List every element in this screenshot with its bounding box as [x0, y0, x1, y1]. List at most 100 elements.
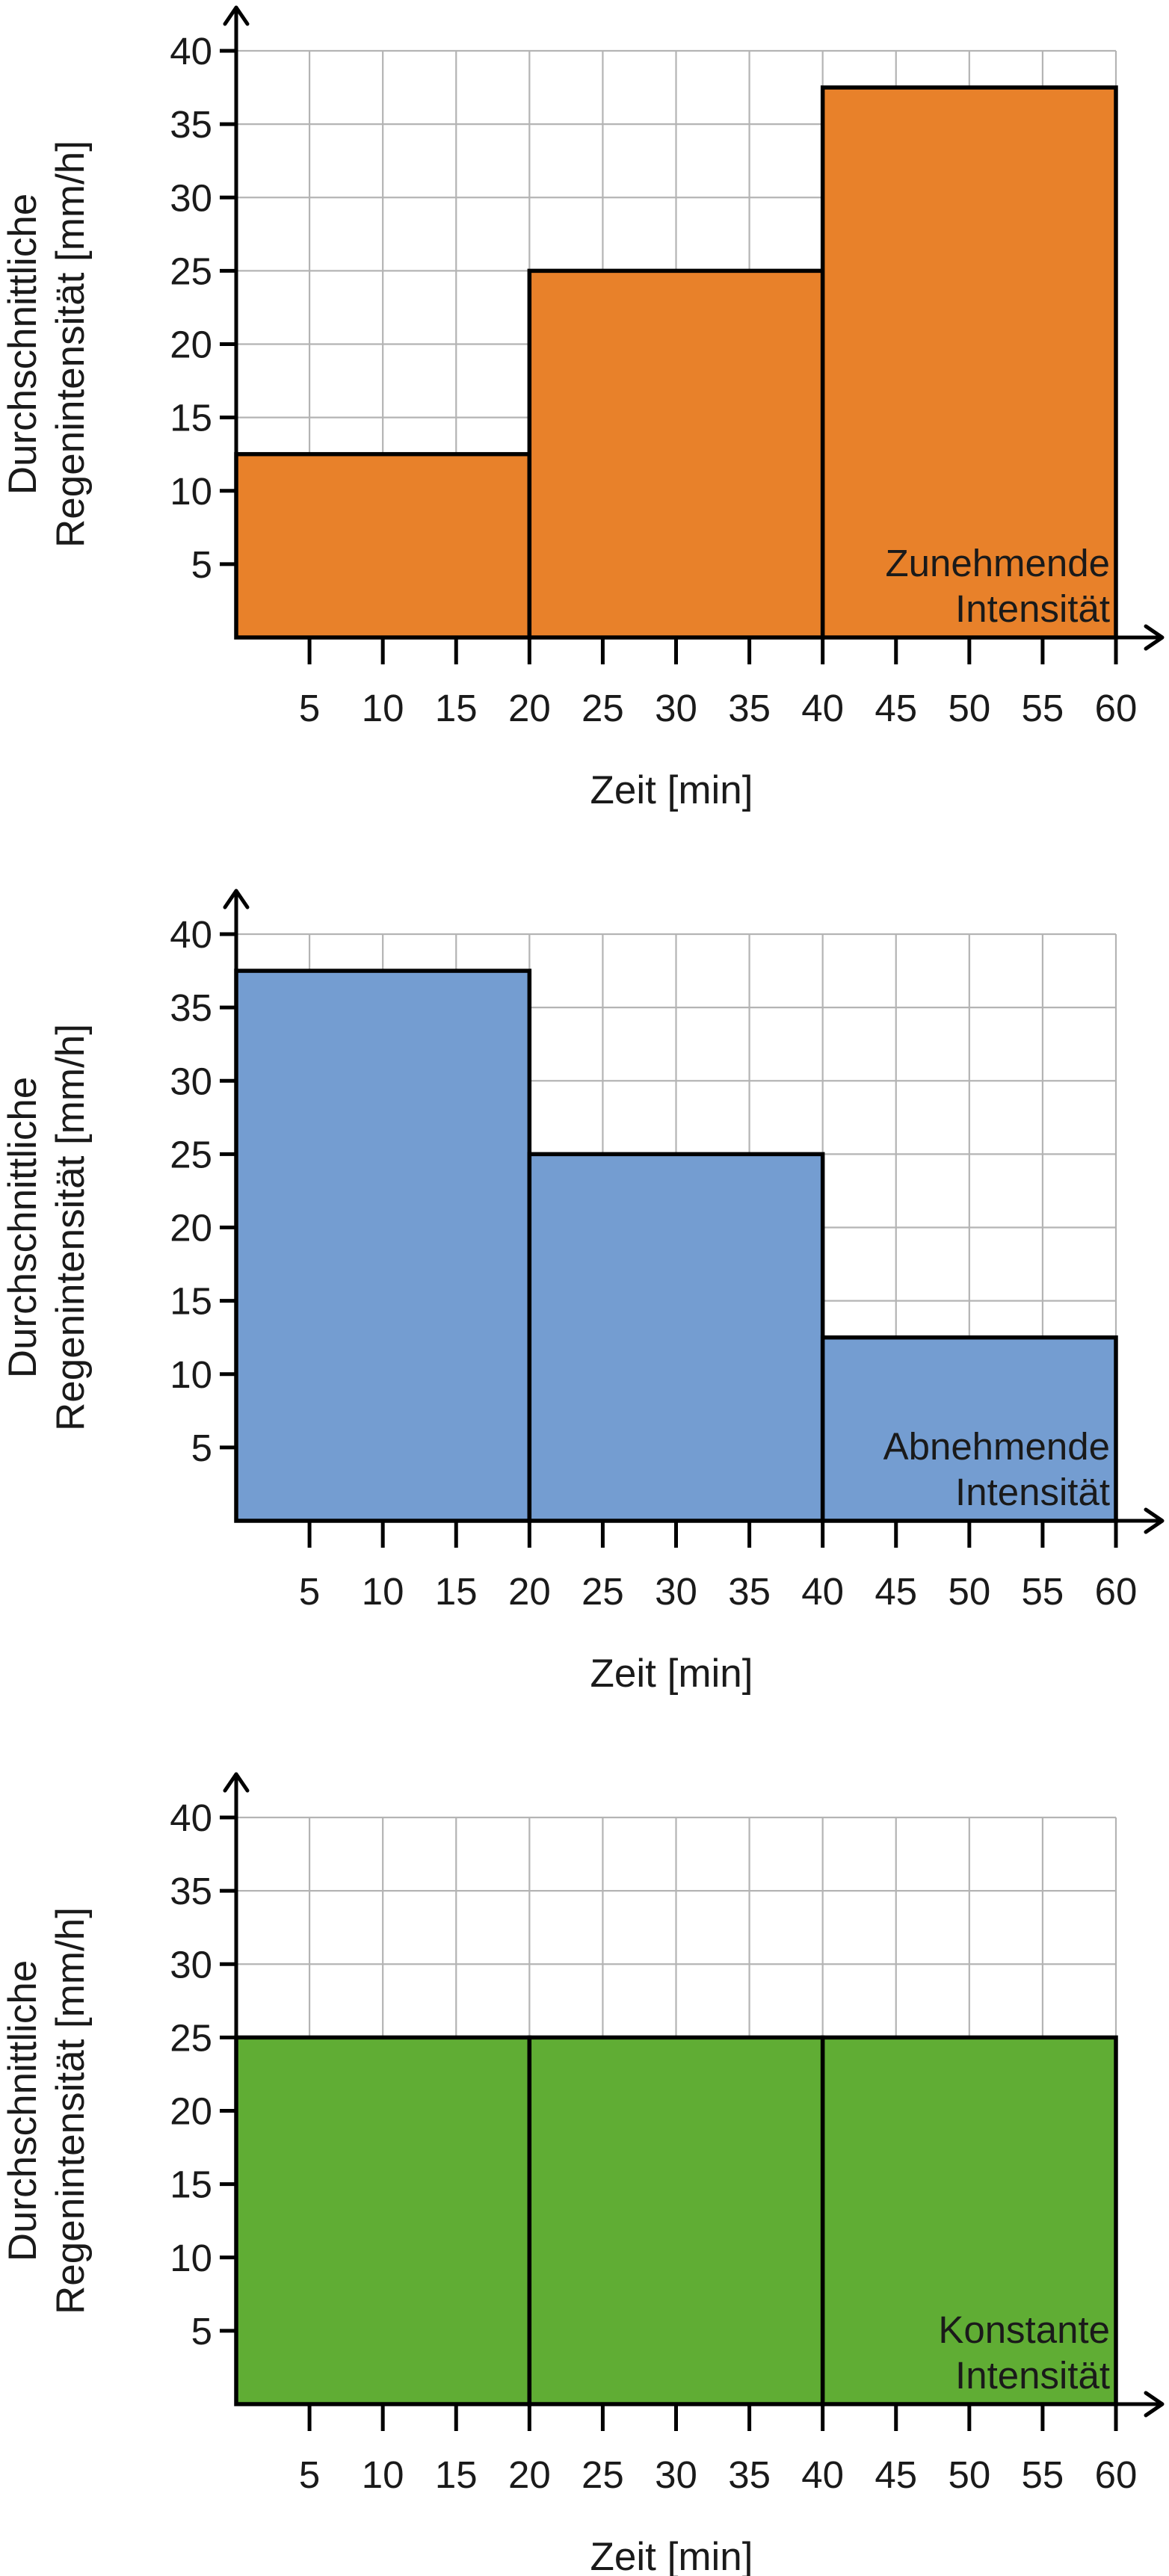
- y-axis-arrow: [223, 1772, 250, 1793]
- y-ticks: 5 10 15 20 25 30 35 40: [170, 913, 236, 1469]
- chart-decreasing-intensity: 5 10 15 20 25 30 35 40 5 10 15 20 25 30 35 40 45 50 55 60 Ze…: [1, 889, 1165, 1696]
- y-axis-label-line-1: Durchschnittliche: [1, 1077, 45, 1379]
- x-tick-label: 45: [875, 1570, 917, 1613]
- y-tick-label: 10: [170, 1353, 212, 1396]
- y-tick-label: 35: [170, 103, 212, 146]
- y-tick-label: 25: [170, 2016, 212, 2059]
- x-tick-label: 20: [508, 2453, 551, 2496]
- y-axis-label: Durchschnittliche Regenintensität [mm/h]: [1, 1024, 93, 1431]
- x-tick-label: 60: [1095, 2453, 1138, 2496]
- x-tick-label: 30: [655, 687, 697, 729]
- x-tick-label: 25: [582, 1570, 624, 1613]
- y-tick-label: 15: [170, 2163, 212, 2206]
- bars: [234, 969, 1118, 1523]
- y-tick-label: 40: [170, 913, 212, 956]
- x-axis-arrow: [1144, 624, 1165, 651]
- y-tick-label: 20: [170, 2090, 212, 2133]
- x-tick-label: 40: [801, 687, 844, 729]
- x-tick-label: 50: [948, 687, 990, 729]
- bars: [234, 2035, 1118, 2406]
- x-tick-label: 20: [508, 687, 551, 729]
- y-axis-label: Durchschnittliche Regenintensität [mm/h]: [1, 140, 93, 548]
- x-ticks: 5 10 15 20 25 30 35 40 45 50 55 60: [299, 1521, 1137, 1613]
- y-tick-label: 5: [191, 2310, 212, 2353]
- y-tick-label: 40: [170, 1797, 212, 1839]
- annotation-line-2: Intensität: [955, 587, 1110, 630]
- bar-0-20-min: [234, 969, 532, 1523]
- axes: [223, 889, 1165, 1534]
- annotation-line-2: Intensität: [955, 1471, 1110, 1513]
- y-tick-label: 30: [170, 1943, 212, 1986]
- bar-0-20-min: [234, 2035, 532, 2406]
- bar-40-60-min: [820, 85, 1118, 640]
- x-tick-label: 40: [801, 2453, 844, 2496]
- y-tick-label: 20: [170, 324, 212, 366]
- bar-0-20-min: [234, 451, 532, 640]
- y-tick-label: 35: [170, 1870, 212, 1912]
- x-tick-label: 35: [728, 2453, 771, 2496]
- x-tick-label: 50: [948, 1570, 990, 1613]
- y-axis-label-line-2: Regenintensität [mm/h]: [49, 140, 93, 548]
- x-tick-label: 5: [299, 687, 320, 729]
- x-tick-label: 5: [299, 2453, 320, 2496]
- x-axis-label: Zeit [min]: [590, 2535, 753, 2576]
- x-tick-label: 60: [1095, 1570, 1138, 1613]
- y-ticks: 5 10 15 20 25 30 35 40: [170, 1797, 236, 2353]
- x-axis-arrow: [1144, 1507, 1165, 1534]
- y-tick-label: 40: [170, 30, 212, 72]
- x-tick-label: 55: [1022, 687, 1064, 729]
- y-axis-arrow: [223, 5, 250, 26]
- y-tick-label: 10: [170, 2237, 212, 2279]
- bar-20-40-min: [527, 1152, 825, 1523]
- x-tick-label: 10: [362, 2453, 404, 2496]
- y-axis-label-line-1: Durchschnittliche: [1, 194, 45, 495]
- y-tick-label: 35: [170, 986, 212, 1029]
- x-ticks: 5 10 15 20 25 30 35 40 45 50 55 60: [299, 637, 1137, 729]
- x-tick-label: 45: [875, 2453, 917, 2496]
- y-tick-label: 5: [191, 1427, 212, 1469]
- y-tick-label: 15: [170, 1280, 212, 1323]
- bar-20-40-min: [527, 2035, 825, 2406]
- y-axis-label-line-2: Regenintensität [mm/h]: [49, 1024, 93, 1431]
- y-tick-label: 25: [170, 1133, 212, 1176]
- annotation-line-1: Konstante: [938, 2308, 1110, 2351]
- axes: [223, 5, 1165, 651]
- bars: [234, 85, 1118, 640]
- x-tick-label: 10: [362, 1570, 404, 1613]
- chart-increasing-intensity: 5 10 15 20 25 30 35 40 5 10 15 20 25 30 35 40 45 50 55 60 Ze…: [1, 5, 1165, 812]
- y-tick-label: 25: [170, 250, 212, 292]
- x-tick-label: 25: [582, 687, 624, 729]
- x-axis-label: Zeit [min]: [590, 768, 753, 812]
- x-tick-label: 50: [948, 2453, 990, 2496]
- y-tick-label: 20: [170, 1207, 212, 1250]
- y-tick-label: 30: [170, 1060, 212, 1102]
- x-tick-label: 60: [1095, 687, 1138, 729]
- annotation-line-2: Intensität: [955, 2354, 1110, 2397]
- annotation-line-1: Zunehmende: [885, 542, 1110, 584]
- y-axis-label: Durchschnittliche Regenintensität [mm/h]: [1, 1907, 93, 2314]
- x-tick-label: 30: [655, 1570, 697, 1613]
- x-tick-label: 30: [655, 2453, 697, 2496]
- bar-20-40-min: [527, 268, 825, 640]
- y-tick-label: 15: [170, 397, 212, 439]
- x-tick-label: 10: [362, 687, 404, 729]
- x-tick-label: 35: [728, 1570, 771, 1613]
- y-tick-label: 10: [170, 470, 212, 513]
- x-tick-label: 5: [299, 1570, 320, 1613]
- x-ticks: 5 10 15 20 25 30 35 40 45 50 55 60: [299, 2404, 1137, 2496]
- x-tick-label: 20: [508, 1570, 551, 1613]
- y-axis-label-line-2: Regenintensität [mm/h]: [49, 1907, 93, 2314]
- x-tick-label: 15: [435, 2453, 478, 2496]
- x-tick-label: 55: [1022, 2453, 1064, 2496]
- annotation-line-1: Abnehmende: [883, 1425, 1110, 1468]
- axes: [223, 1772, 1165, 2418]
- x-tick-label: 35: [728, 687, 771, 729]
- x-axis-label: Zeit [min]: [590, 1652, 753, 1696]
- bar-40-60-min: [820, 1335, 1118, 1523]
- y-axis-arrow: [223, 889, 250, 909]
- x-tick-label: 55: [1022, 1570, 1064, 1613]
